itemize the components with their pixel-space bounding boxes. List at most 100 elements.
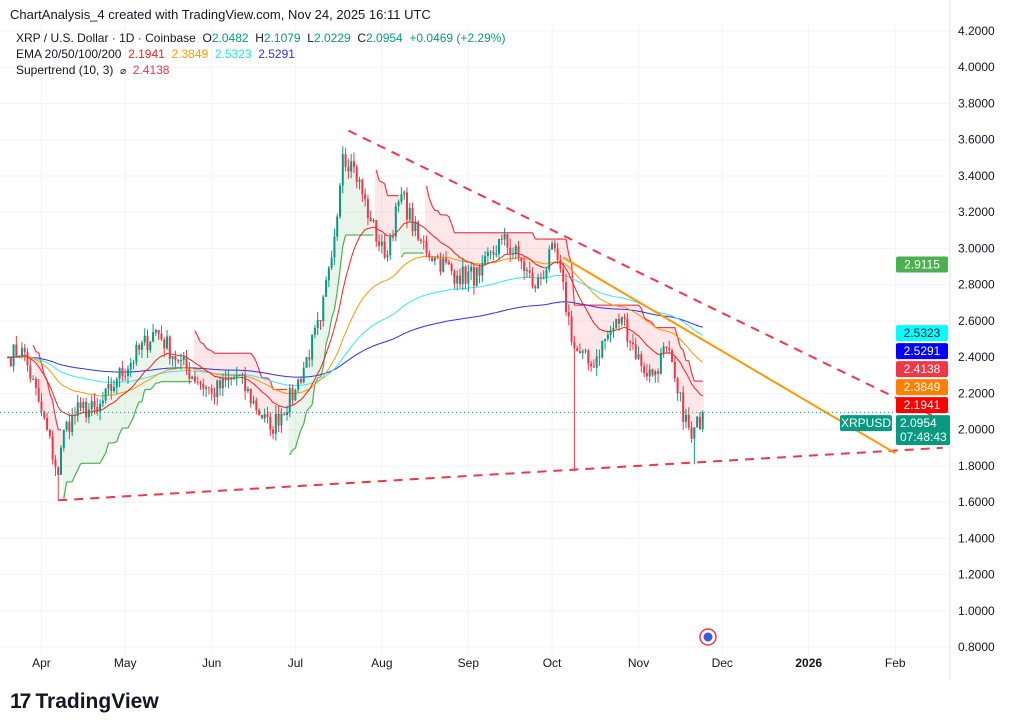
candle	[135, 341, 138, 366]
candle-body	[590, 363, 593, 367]
candle	[174, 350, 177, 368]
price-chart[interactable]: 4.2000 4.0000 3.8000 3.6000 3.4000 3.2000 3.00…	[0, 0, 1024, 680]
supertrend-fill	[358, 180, 361, 236]
supertrend-line-segment	[252, 356, 257, 363]
candle-body	[352, 161, 355, 167]
supertrend-line-segment	[202, 343, 207, 349]
y-tick-label: 2.4000	[958, 350, 995, 364]
candle	[199, 380, 202, 390]
supertrend-line-segment	[311, 384, 316, 405]
candle-body	[615, 318, 618, 329]
candle-body	[316, 320, 319, 328]
supertrend-fill	[335, 226, 339, 292]
candle	[62, 429, 65, 452]
candle-body	[166, 336, 169, 349]
supertrend-fill	[469, 232, 473, 270]
supertrend-fill	[411, 219, 414, 254]
candle-body	[380, 241, 383, 246]
candle	[631, 333, 634, 350]
candle	[93, 393, 96, 415]
candle-body	[576, 348, 579, 352]
supertrend-fill	[307, 358, 311, 409]
supertrend-fill	[536, 239, 540, 284]
supertrend-line-segment	[428, 198, 433, 207]
supertrend-fill	[37, 352, 41, 395]
candle	[445, 250, 448, 265]
candle-body	[422, 240, 425, 242]
candle	[562, 263, 565, 291]
supertrend-fill	[681, 350, 685, 408]
candle-body	[595, 356, 598, 368]
candle-body	[682, 392, 685, 422]
supertrend-fill	[62, 438, 66, 499]
candle	[640, 351, 643, 373]
supertrend-fill	[107, 386, 110, 443]
supertrend-fill	[653, 327, 657, 374]
candle	[453, 269, 456, 290]
candle	[166, 330, 169, 350]
supertrend-line-segment	[445, 214, 450, 218]
candle-body	[305, 357, 308, 368]
candle	[246, 386, 249, 393]
ema-label: EMA 20/50/100/200	[16, 47, 122, 61]
supertrend-fill	[232, 353, 236, 379]
supertrend-fill	[447, 216, 451, 264]
candle-body	[657, 371, 660, 374]
supertrend-fill	[263, 377, 267, 417]
candle	[60, 444, 63, 475]
supertrend-line-segment	[52, 400, 57, 418]
supertrend-fill	[494, 232, 498, 255]
supertrend-fill	[338, 201, 342, 270]
supertrend-fill	[48, 393, 52, 434]
candle-body	[604, 339, 607, 341]
supertrend-fill	[146, 342, 149, 390]
candle-body	[478, 267, 481, 276]
candle	[651, 368, 654, 377]
candle	[96, 397, 99, 416]
price-label-bg	[896, 397, 948, 414]
candle	[54, 455, 57, 477]
candle	[311, 334, 314, 367]
supertrend-line-segment	[119, 427, 123, 434]
supertrend-line-segment	[679, 347, 684, 351]
candle-body	[511, 253, 514, 255]
supertrend-fill	[701, 381, 705, 421]
supertrend-row: Supertrend (10, 3) ⌀ 2.4138	[16, 62, 505, 80]
candle-body	[46, 418, 49, 430]
y-tick-label: 2.0000	[958, 423, 995, 437]
supertrend-line-segment	[690, 372, 695, 382]
candle-body	[82, 401, 85, 408]
candle-body	[531, 272, 534, 287]
supertrend-fill	[466, 232, 470, 278]
candle	[104, 387, 107, 404]
supertrend-fill	[542, 239, 546, 279]
visibility-icon[interactable]: ⌀	[120, 66, 127, 77]
candle	[693, 427, 696, 465]
supertrend-line-segment	[127, 422, 132, 429]
tv-logo-icon: 17	[10, 690, 31, 713]
supertrend-fill	[360, 187, 364, 236]
supertrend-fill	[561, 239, 565, 276]
candle	[509, 238, 512, 262]
candle	[107, 376, 110, 396]
supertrend-fill	[531, 232, 534, 280]
supertrend-line-segment	[339, 245, 344, 270]
supertrend-line-segment	[208, 349, 212, 352]
candle	[297, 378, 300, 393]
supertrend-line-segment	[448, 216, 453, 224]
candle-body	[637, 354, 640, 359]
supertrend-fill	[478, 232, 481, 272]
candle-body	[693, 427, 696, 439]
candle	[386, 250, 389, 262]
candle-body	[272, 429, 275, 434]
candle	[478, 264, 481, 284]
candle	[618, 313, 621, 331]
candle	[126, 365, 129, 384]
x-tick-label: Oct	[543, 656, 562, 670]
candle	[419, 238, 422, 245]
supertrend-fill	[639, 308, 643, 361]
candle-body	[15, 344, 18, 357]
supertrend-fill	[346, 169, 350, 236]
candle	[327, 266, 330, 288]
supertrend-fill	[453, 232, 456, 278]
